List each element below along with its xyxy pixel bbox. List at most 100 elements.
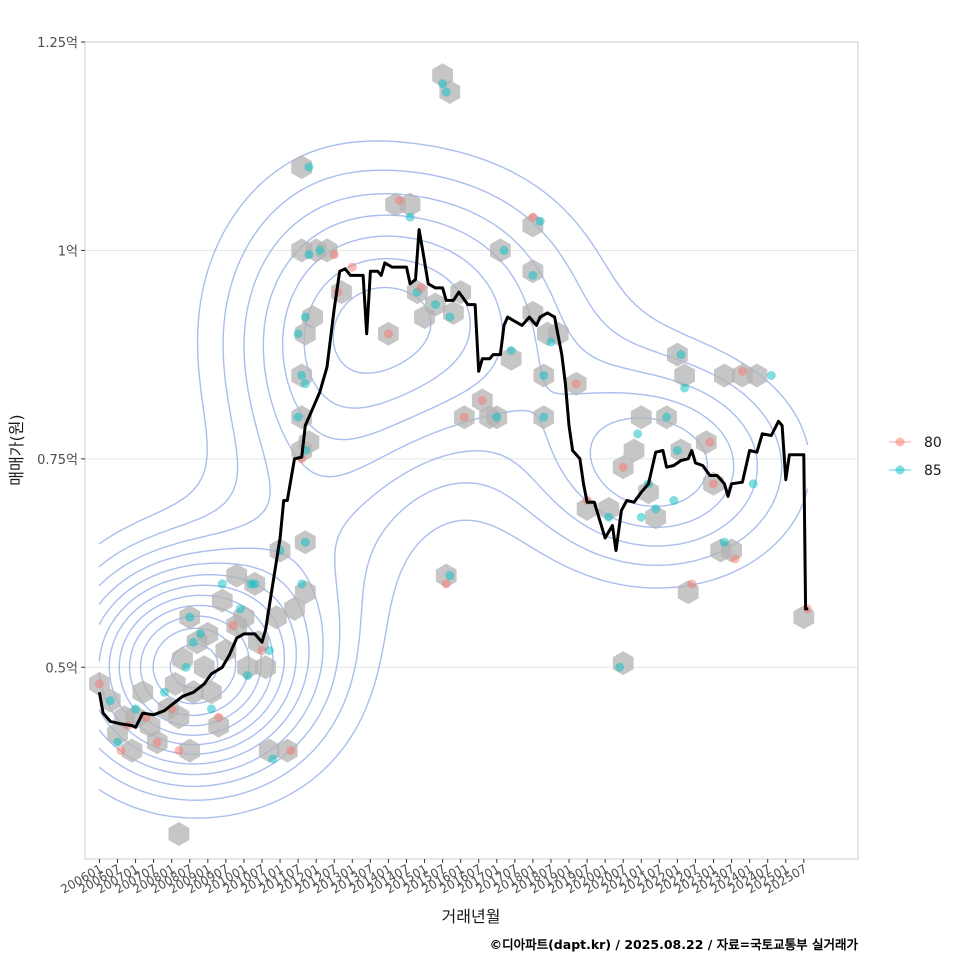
data-point-85 bbox=[662, 412, 672, 422]
data-point-85 bbox=[315, 245, 325, 255]
data-point-85 bbox=[304, 162, 314, 172]
data-point-80 bbox=[116, 746, 126, 756]
data-point-80 bbox=[383, 329, 393, 339]
hex-bin bbox=[179, 738, 201, 763]
data-point-85 bbox=[430, 300, 440, 310]
data-point-85 bbox=[748, 479, 758, 489]
data-point-80 bbox=[94, 679, 104, 689]
y-axis-title: 매매가(원) bbox=[7, 414, 26, 485]
data-point-80 bbox=[174, 746, 184, 756]
hex-bin bbox=[302, 305, 323, 330]
data-point-80 bbox=[286, 746, 296, 756]
data-point-85 bbox=[131, 704, 141, 714]
legend: 80 85 bbox=[889, 435, 942, 479]
data-point-85 bbox=[438, 79, 448, 89]
data-point-85 bbox=[405, 212, 415, 222]
hex-bin bbox=[168, 822, 190, 846]
y-tick-label: 0.5억 bbox=[45, 661, 78, 676]
data-point-80 bbox=[730, 554, 740, 564]
density-contour bbox=[98, 169, 783, 801]
data-point-85 bbox=[506, 345, 516, 355]
legend-key-dot bbox=[895, 437, 905, 447]
data-point-85 bbox=[719, 537, 729, 547]
data-point-85 bbox=[235, 604, 245, 614]
data-point-80 bbox=[528, 212, 538, 222]
hex-bin bbox=[645, 505, 667, 530]
data-point-85 bbox=[300, 379, 310, 389]
data-point-80 bbox=[441, 579, 451, 589]
data-point-80 bbox=[152, 737, 162, 747]
data-point-85 bbox=[651, 504, 661, 514]
data-point-85 bbox=[304, 250, 314, 260]
data-point-85 bbox=[297, 370, 307, 380]
data-point-80 bbox=[394, 195, 404, 205]
data-point-85 bbox=[264, 646, 274, 656]
data-point-80 bbox=[687, 579, 697, 589]
hex-bin bbox=[291, 155, 313, 180]
data-point-85 bbox=[539, 412, 549, 422]
data-point-85 bbox=[499, 245, 509, 255]
data-point-80 bbox=[416, 283, 426, 293]
data-point-80 bbox=[257, 646, 267, 656]
data-point-85 bbox=[293, 329, 303, 339]
data-point-85 bbox=[445, 571, 455, 581]
hex-bin bbox=[132, 680, 154, 705]
data-point-85 bbox=[243, 671, 253, 681]
y-tick-label: 1.25억 bbox=[37, 36, 78, 51]
y-tick-label: 1억 bbox=[58, 244, 78, 259]
hex-bin bbox=[237, 655, 258, 680]
data-point-85 bbox=[604, 512, 614, 522]
legend-key-dot bbox=[895, 465, 905, 475]
hex-bin bbox=[226, 563, 248, 588]
trend-line-group bbox=[97, 228, 809, 729]
data-point-85 bbox=[672, 446, 682, 455]
data-point-80 bbox=[709, 479, 719, 489]
data-point-80 bbox=[705, 437, 715, 447]
data-point-80 bbox=[571, 379, 581, 389]
hex-bin bbox=[623, 438, 645, 463]
data-point-85 bbox=[528, 270, 538, 280]
hex-bin bbox=[714, 363, 735, 388]
data-point-85 bbox=[766, 370, 776, 380]
data-point-85 bbox=[615, 662, 625, 672]
hex-bin bbox=[211, 588, 233, 613]
data-point-85 bbox=[206, 704, 216, 714]
hex-bin bbox=[746, 363, 768, 388]
data-point-85 bbox=[633, 429, 643, 439]
data-point-85 bbox=[492, 412, 502, 422]
hex-bin bbox=[193, 655, 215, 680]
hex-bin bbox=[399, 192, 421, 217]
data-point-85 bbox=[297, 579, 307, 589]
data-point-85 bbox=[188, 637, 198, 647]
hex-bin bbox=[674, 363, 695, 388]
data-point-85 bbox=[445, 312, 455, 322]
data-point-85 bbox=[300, 537, 310, 547]
x-axis: 2006012006072007012007072008012008072009… bbox=[58, 859, 809, 897]
hex-bin bbox=[164, 671, 186, 696]
data-point-85 bbox=[680, 383, 690, 393]
data-point-80 bbox=[618, 462, 628, 472]
source-caption: ©디아파트(dapt.kr) / 2025.08.22 / 자료=국토교통부 실… bbox=[489, 937, 858, 952]
data-point-85 bbox=[196, 629, 206, 639]
hex-bin bbox=[197, 621, 219, 646]
density-contour bbox=[98, 140, 809, 819]
y-tick-label: 0.75억 bbox=[37, 453, 78, 468]
hex-bin bbox=[201, 680, 222, 705]
hex-bin bbox=[500, 346, 522, 371]
data-point-85 bbox=[669, 496, 679, 506]
data-point-85 bbox=[181, 662, 191, 672]
hex-bin bbox=[255, 655, 276, 680]
hex-bin bbox=[215, 638, 237, 663]
data-point-80 bbox=[214, 712, 224, 722]
data-point-85 bbox=[300, 312, 310, 322]
legend-label: 80 bbox=[924, 435, 942, 451]
data-point-85 bbox=[159, 687, 169, 697]
hex-bin bbox=[266, 605, 287, 630]
hex-bin bbox=[630, 405, 652, 430]
hex-bin bbox=[284, 596, 305, 621]
hex-bin bbox=[121, 738, 143, 763]
y-axis: 0.5억 0.75억 1억 1.25억 bbox=[37, 36, 85, 676]
data-point-85 bbox=[676, 350, 686, 360]
hex-bin bbox=[208, 713, 229, 738]
data-point-80 bbox=[459, 412, 469, 422]
